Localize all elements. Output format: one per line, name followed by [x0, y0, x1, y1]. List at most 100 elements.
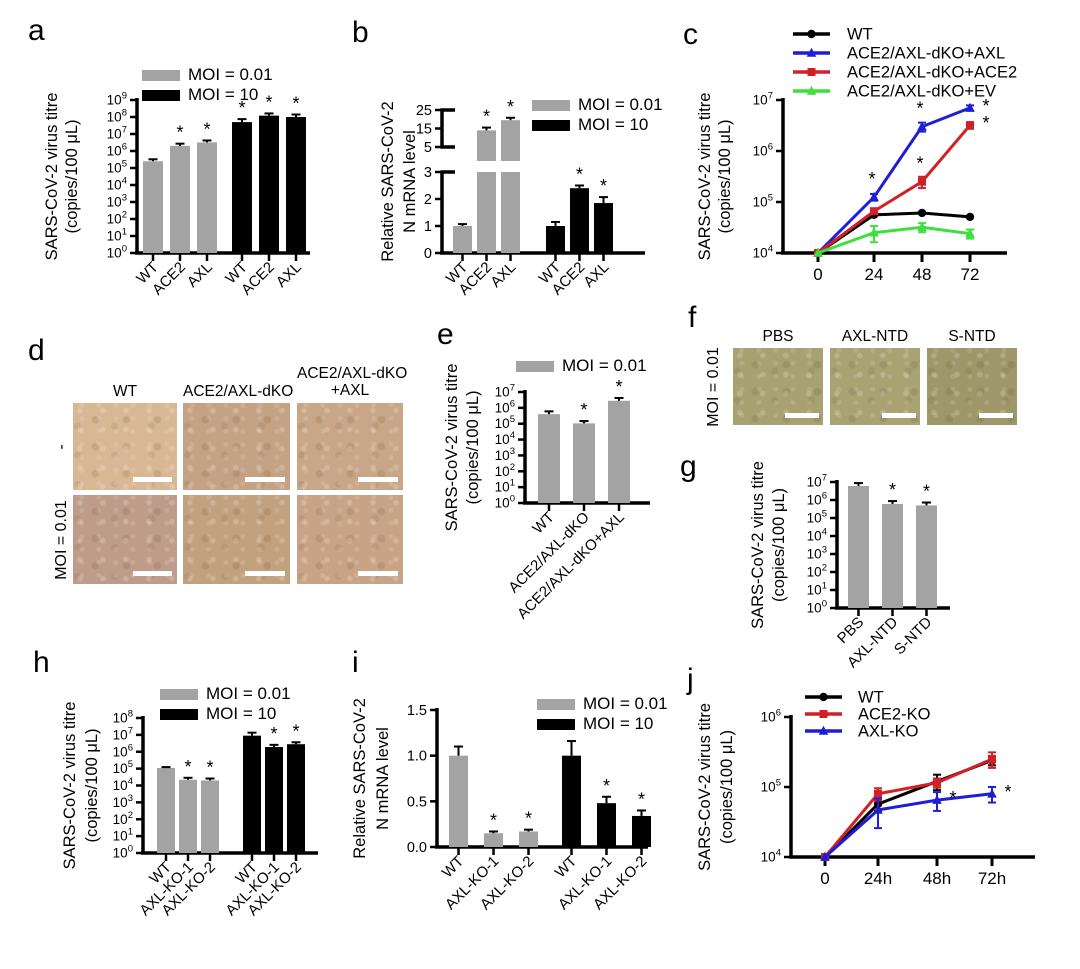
bar: [287, 744, 305, 853]
y-tick-label: 105: [113, 759, 133, 776]
scale-bar: [785, 413, 819, 419]
y-tick-label: 106: [495, 398, 515, 415]
legend-label: ACE2/AXL-dKO+EV: [847, 83, 996, 101]
bar: [570, 188, 589, 253]
scale-bar: [882, 413, 916, 419]
y-tick-label: 108: [113, 709, 133, 726]
y-tick-label: 1.5: [407, 703, 427, 719]
y-tick-label: 102: [113, 810, 133, 827]
y-tick-label: 106: [753, 142, 773, 159]
y-tick-label: 103: [107, 193, 127, 210]
y-tick-label: 0.5: [407, 794, 427, 810]
y-tick-label: 104: [761, 848, 781, 865]
marker-triangle: [917, 121, 927, 131]
y-tick-label: 100: [495, 494, 515, 511]
y-axis-label: Relative SARS-CoV-2: [379, 101, 397, 261]
marker-square: [966, 121, 974, 130]
y-tick-label: 107: [113, 725, 133, 742]
x-tick-label: 0: [813, 265, 822, 284]
panel-d-label: d: [28, 334, 45, 367]
bar: [916, 505, 937, 608]
legend-label: MOI = 10: [583, 714, 653, 733]
legend-label: MOI = 10: [188, 85, 258, 104]
marker-triangle: [813, 247, 823, 257]
y-tick-label: 101: [113, 827, 133, 844]
panel-e-label: e: [437, 318, 454, 351]
series-line: [823, 757, 993, 858]
micrograph: [73, 403, 177, 490]
y-tick-label: 101: [495, 478, 515, 495]
y-tick-label: 104: [107, 176, 127, 193]
marker-triangle: [965, 228, 975, 238]
legend-swatch: [532, 100, 570, 111]
x-category-label: WT: [529, 509, 558, 538]
marker-square: [874, 789, 882, 798]
legend-label: WT: [847, 26, 873, 44]
y-tick-label: 105: [107, 159, 127, 176]
significance-star: *: [184, 757, 191, 777]
bar: [265, 747, 283, 853]
legend-swatch: [142, 70, 180, 81]
y-tick-label: 103: [807, 545, 827, 562]
micro-column-header: PBS: [762, 328, 794, 345]
significance-star: *: [483, 107, 490, 127]
legend-label: MOI = 0.01: [188, 65, 273, 84]
marker-triangle: [965, 102, 975, 112]
y-tick-label: 106: [807, 491, 827, 508]
bar: [286, 117, 306, 253]
panel-j-label: j: [687, 663, 694, 696]
y-axis-label: Relative SARS-CoV-2: [351, 698, 369, 858]
panel-i-label: i: [352, 646, 359, 679]
marker-triangle: [869, 227, 879, 237]
micro-column-header: ACE2/AXL-dKO +AXL: [297, 365, 408, 399]
series-line: [817, 211, 971, 255]
marker-triangle: [806, 47, 817, 57]
micrograph: [733, 348, 823, 425]
significance-star: *: [603, 776, 610, 796]
x-tick-label: 24: [865, 265, 884, 284]
y-axis-label: SARS-CoV-2 virus titre: [696, 703, 714, 871]
significance-star: *: [490, 810, 497, 830]
scale-bar: [133, 571, 172, 576]
y-tick-label: 107: [753, 91, 773, 108]
legend-label: MOI = 0.01: [583, 694, 668, 713]
x-tick-label: 24h: [864, 869, 892, 888]
legend-label: MOI = 0.01: [206, 684, 291, 703]
scale-bar: [133, 477, 172, 483]
y-tick-label: 102: [495, 462, 515, 479]
y-tick-label: 105: [761, 778, 781, 795]
y-axis-label: (copies/100 μL): [718, 730, 736, 844]
y-tick-label: 107: [107, 125, 127, 142]
x-category-label: WT: [552, 853, 581, 882]
y-axis-label: SARS-CoV-2 virus titre: [696, 93, 714, 261]
significance-star: *: [176, 123, 183, 143]
significance-star: *: [916, 154, 923, 174]
significance-star: *: [982, 113, 989, 133]
panel-e-chart: 100101102103104105106107WT*ACE2/AXL-dKO*…: [443, 356, 650, 623]
scale-bar: [358, 477, 398, 483]
scale-bar: [358, 571, 398, 576]
legend-label: ACE2-KO: [858, 706, 931, 724]
micrograph: [183, 403, 290, 490]
bar: [243, 735, 261, 853]
significance-star: *: [923, 482, 930, 502]
legend-swatch: [537, 699, 575, 710]
y-tick-label: 109: [107, 91, 127, 108]
bar: [538, 414, 560, 503]
bar: [597, 803, 616, 847]
marker-circle: [917, 208, 927, 218]
bar: [882, 503, 903, 608]
y-tick-label: 5: [424, 140, 432, 156]
y-axis-label: N mRNA level: [374, 727, 392, 830]
marker-square: [918, 177, 926, 186]
bar: [259, 115, 279, 253]
series-line: [824, 792, 993, 859]
x-tick-label: 72h: [978, 869, 1006, 888]
micrograph: [830, 348, 920, 425]
x-tick-label: 0: [820, 869, 829, 888]
significance-star: *: [292, 94, 299, 114]
bar: [232, 122, 252, 253]
y-tick-label: 108: [107, 108, 127, 125]
y-tick-label: 1: [424, 219, 432, 235]
y-tick-label: 105: [807, 509, 827, 526]
